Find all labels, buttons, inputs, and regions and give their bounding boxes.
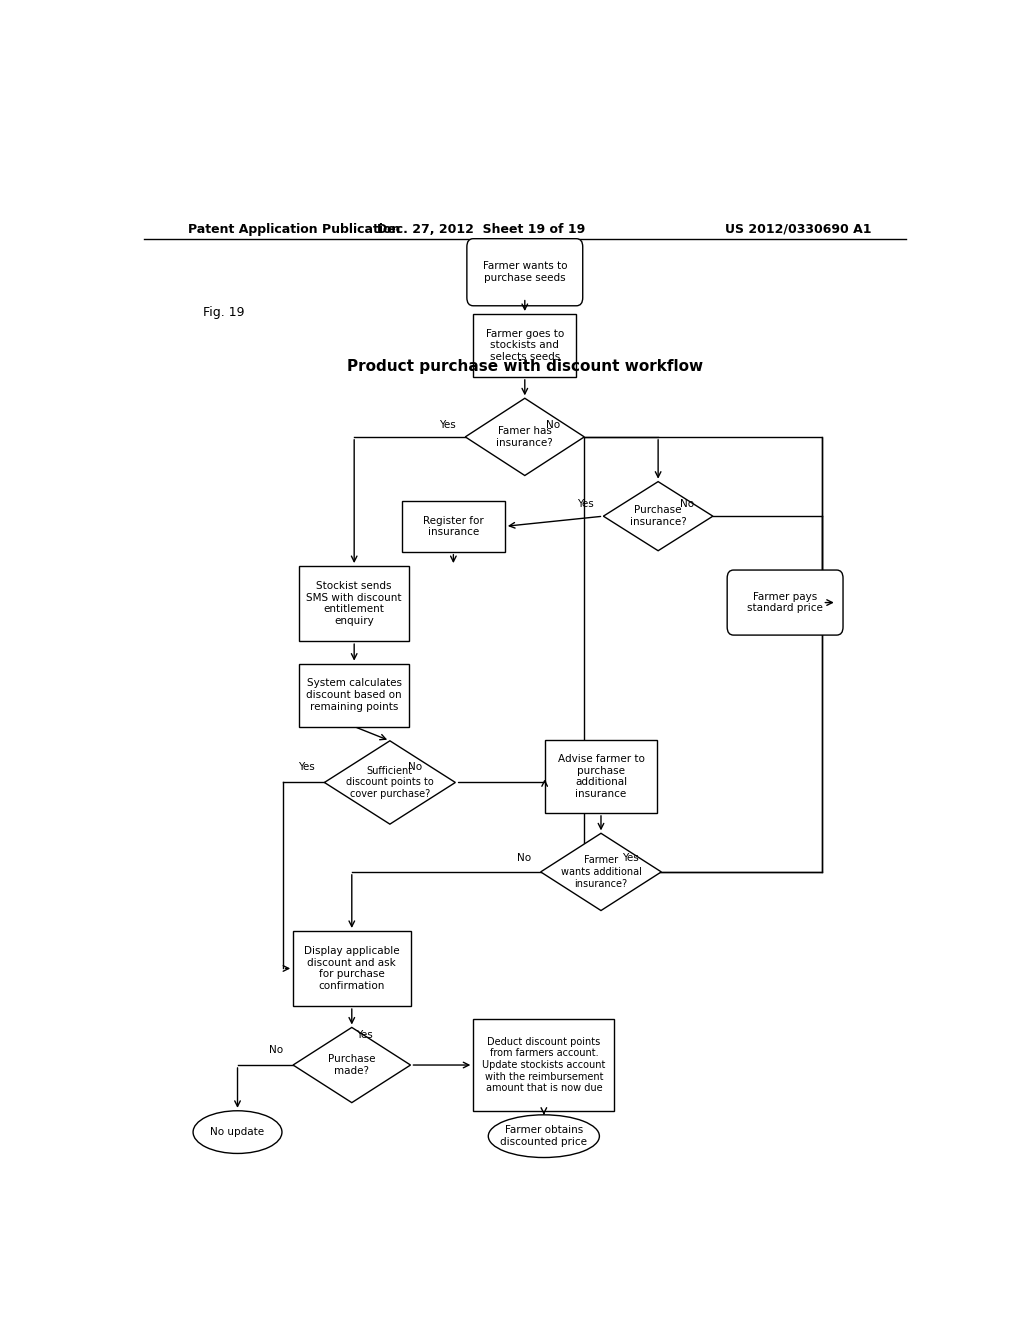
Bar (401, 500, 505, 552)
Text: Purchase
made?: Purchase made? (328, 1055, 376, 1076)
Text: No update: No update (211, 1127, 264, 1137)
Text: No: No (680, 499, 694, 510)
Text: Farmer obtains
discounted price: Farmer obtains discounted price (501, 1126, 588, 1147)
Ellipse shape (488, 1115, 599, 1158)
Text: Dec. 27, 2012  Sheet 19 of 19: Dec. 27, 2012 Sheet 19 of 19 (377, 223, 586, 236)
Polygon shape (293, 1027, 411, 1102)
Text: Farmer goes to
stockists and
selects seeds: Farmer goes to stockists and selects see… (485, 329, 564, 362)
Text: Display applicable
discount and ask
for purchase
confirmation: Display applicable discount and ask for … (304, 946, 399, 991)
Text: Register for
insurance: Register for insurance (423, 516, 483, 537)
Bar (299, 664, 409, 726)
Text: No: No (409, 762, 422, 772)
FancyBboxPatch shape (727, 570, 843, 635)
Text: Farmer pays
standard price: Farmer pays standard price (748, 591, 823, 614)
Polygon shape (541, 833, 662, 911)
Text: Sufficient
discount points to
cover purchase?: Sufficient discount points to cover purc… (346, 766, 434, 799)
Text: US 2012/0330690 A1: US 2012/0330690 A1 (725, 223, 871, 236)
Bar (545, 739, 657, 813)
Bar (585, 437, 822, 873)
Bar (473, 1019, 614, 1110)
Text: No: No (546, 420, 560, 430)
Text: System calculates
discount based on
remaining points: System calculates discount based on rema… (306, 678, 402, 711)
Bar (293, 931, 411, 1006)
Text: Yes: Yes (298, 762, 315, 772)
Text: Product purchase with discount workflow: Product purchase with discount workflow (347, 359, 702, 374)
Text: No: No (269, 1045, 284, 1055)
Polygon shape (325, 741, 456, 824)
Text: Famer has
insurance?: Famer has insurance? (497, 426, 553, 447)
Text: Stockist sends
SMS with discount
entitlement
enquiry: Stockist sends SMS with discount entitle… (306, 581, 402, 626)
Ellipse shape (194, 1110, 282, 1154)
Text: Fig. 19: Fig. 19 (204, 306, 245, 319)
Text: Purchase
insurance?: Purchase insurance? (630, 506, 686, 527)
Text: Yes: Yes (439, 420, 456, 430)
Text: Yes: Yes (355, 1030, 373, 1040)
Text: No: No (517, 853, 531, 863)
Polygon shape (465, 399, 585, 475)
Text: Yes: Yes (623, 853, 639, 863)
Text: Advise farmer to
purchase
additional
insurance: Advise farmer to purchase additional ins… (557, 754, 644, 799)
Text: Yes: Yes (578, 499, 594, 510)
Text: Patent Application Publication: Patent Application Publication (187, 223, 400, 236)
Bar (299, 566, 409, 642)
FancyBboxPatch shape (467, 239, 583, 306)
Polygon shape (603, 482, 713, 550)
Text: Farmer
wants additional
insurance?: Farmer wants additional insurance? (560, 855, 641, 888)
Bar (473, 314, 577, 378)
Text: Farmer wants to
purchase seeds: Farmer wants to purchase seeds (482, 261, 567, 282)
Text: Deduct discount points
from farmers account.
Update stockists account
with the r: Deduct discount points from farmers acco… (482, 1036, 605, 1093)
